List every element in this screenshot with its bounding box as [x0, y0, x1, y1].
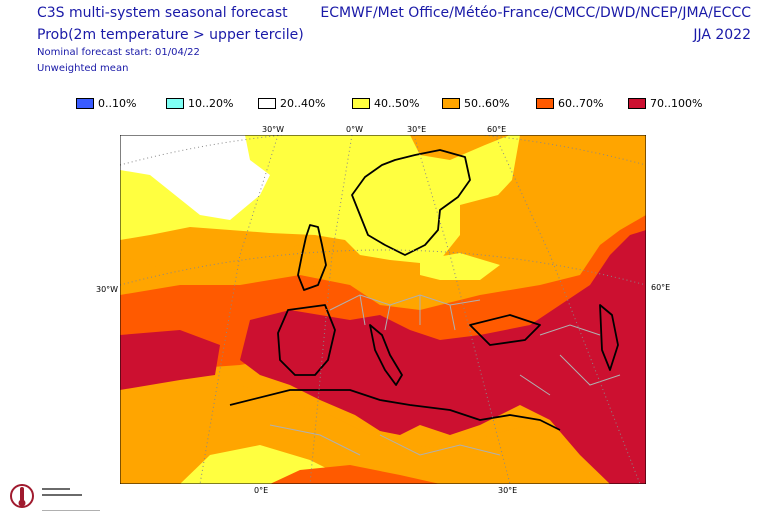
- axis-label-left: 30°W: [96, 285, 119, 294]
- systems-label: ECMWF/Met Office/Météo-France/CMCC/DWD/N…: [320, 5, 751, 21]
- legend: 0..10% 10..20% 20..40% 40..50% 50..60% 6…: [76, 96, 716, 110]
- logo-text-mark: [42, 494, 82, 496]
- legend-label: 50..60%: [464, 96, 510, 110]
- legend-swatch: [76, 97, 94, 109]
- legend-label: 40..50%: [374, 96, 420, 110]
- axis-label-top-60e: 60°E: [487, 125, 507, 134]
- borders-africa: [269, 424, 501, 456]
- logo-text-mark: [42, 488, 70, 490]
- axis-label-top-0w: 0°W: [346, 125, 363, 134]
- region-white-atlantic: [120, 135, 270, 220]
- legend-label: 10..20%: [188, 96, 234, 110]
- legend-label: 0..10%: [98, 96, 137, 110]
- borders-asia: [519, 324, 621, 396]
- logo-thermometer: [20, 487, 24, 502]
- axis-label-top-30w: 30°W: [262, 125, 285, 134]
- coastline-britain: [297, 224, 327, 291]
- graticule-lon-30w: [199, 135, 279, 484]
- coastline-blacksea: [469, 314, 541, 346]
- logo-text-mark: [42, 510, 100, 511]
- legend-swatch: [442, 97, 460, 109]
- chart-subtitle: Prob(2m temperature > upper tercile): [37, 27, 304, 43]
- probability-map: [120, 135, 646, 484]
- legend-label: 20..40%: [280, 96, 326, 110]
- coastline-africa: [229, 389, 561, 431]
- axis-label-bottom-0e: 0°E: [254, 486, 269, 495]
- region-red-west: [120, 330, 220, 390]
- legend-swatch: [536, 97, 554, 109]
- legend-item-4: 50..60%: [442, 96, 509, 110]
- axis-label-right: 60°E: [651, 283, 671, 292]
- region-yellow-mideast: [420, 253, 500, 280]
- legend-item-6: 70..100%: [628, 96, 702, 110]
- graticule-lon-60e: [494, 135, 641, 484]
- region-red-sahara: [270, 465, 440, 484]
- legend-item-1: 10..20%: [166, 96, 233, 110]
- legend-label: 70..100%: [650, 96, 703, 110]
- legend-swatch: [628, 97, 646, 109]
- logo-thermometer-bulb: [18, 499, 26, 507]
- axis-label-bottom-30e: 30°E: [498, 486, 518, 495]
- forecast-start-label: Nominal forecast start: 01/04/22: [37, 47, 200, 58]
- coastline-scandinavia: [351, 149, 471, 256]
- legend-label: 60..70%: [558, 96, 604, 110]
- axis-label-top-30e: 30°E: [407, 125, 427, 134]
- legend-swatch: [352, 97, 370, 109]
- coastline-caspian: [599, 304, 619, 371]
- season-label: JJA 2022: [693, 27, 751, 43]
- legend-item-5: 60..70%: [536, 96, 603, 110]
- region-red-south: [240, 230, 646, 484]
- legend-item-2: 20..40%: [258, 96, 325, 110]
- legend-swatch: [166, 97, 184, 109]
- coastline-iberia: [277, 304, 336, 376]
- logo-ring: [10, 484, 34, 508]
- chart-title: C3S multi-system seasonal forecast: [37, 5, 288, 21]
- borders-europe: [329, 294, 481, 331]
- legend-item-3: 40..50%: [352, 96, 419, 110]
- coastline-italy: [369, 324, 403, 386]
- legend-swatch: [258, 97, 276, 109]
- graticule-lon-0: [309, 135, 353, 484]
- climate-change-logo: [10, 484, 100, 511]
- mean-type-label: Unweighted mean: [37, 63, 129, 74]
- legend-item-0: 0..10%: [76, 96, 136, 110]
